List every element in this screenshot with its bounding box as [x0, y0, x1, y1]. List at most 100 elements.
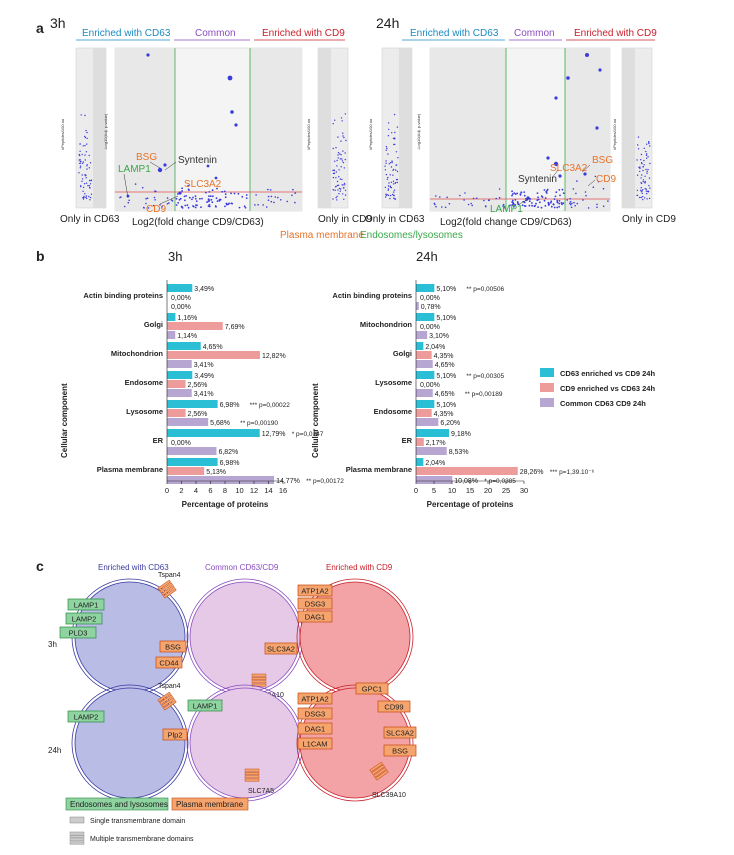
volcano-point [396, 126, 399, 128]
volcano-point [587, 207, 590, 209]
volcano-point [194, 195, 197, 198]
volcano-point-highlight [230, 110, 234, 114]
volcano-point [572, 188, 575, 190]
bar [167, 447, 217, 455]
x-tick-label: 20 [484, 486, 492, 495]
volcano-point [543, 189, 546, 191]
volcano-point [648, 197, 651, 200]
volcano-point [471, 204, 474, 207]
data-label: 6,98% [220, 460, 240, 467]
volcano-point [393, 195, 395, 197]
volcano-point [181, 190, 184, 192]
volcano-point [343, 167, 345, 169]
volcano-point [90, 193, 93, 195]
volcano-point [464, 192, 466, 194]
protein-box-slc3a2-label: SLC3A2 [267, 645, 295, 654]
volcano-point [643, 147, 645, 149]
bar [416, 342, 424, 350]
volcano-point [528, 204, 531, 207]
volcano-point [211, 189, 214, 192]
protein-box-pld3 [59, 626, 97, 639]
volcano-point [265, 206, 268, 208]
legend-multi-label: Multiple transmembrane domains [90, 836, 194, 843]
protein-box-dag1-24h-label: DAG1 [305, 725, 325, 734]
volcano-point [571, 202, 573, 205]
volcano-point [79, 154, 81, 157]
legend-single-label: Single transmembrane domain [90, 818, 185, 825]
legend-plasma-label: Plasma membrane [176, 800, 244, 809]
protein-box-lamp2 [65, 612, 103, 625]
volcano-point [439, 196, 441, 198]
volcano-point [640, 189, 642, 191]
volcano-point [389, 197, 391, 200]
x-tick-label: 8 [223, 486, 227, 495]
label-lamp1-3h: LAMP1 [118, 164, 151, 175]
volcano-point [641, 163, 643, 165]
volcano-point [569, 200, 572, 203]
volcano-point [558, 200, 561, 202]
volcano-point-highlight [214, 176, 218, 180]
volcano-point [511, 204, 513, 206]
volcano-point [85, 177, 87, 179]
volcano-point [255, 194, 257, 196]
data-label: 0,00% [420, 324, 440, 331]
data-label: 1,16% [177, 315, 197, 322]
volcano-point [388, 163, 390, 165]
bar [167, 429, 260, 437]
volcano-point-highlight [585, 53, 589, 57]
volcano-point [339, 153, 341, 155]
volcano-point [79, 143, 81, 145]
volcano-point [640, 182, 642, 184]
volcano-point [646, 143, 648, 145]
volcano-point [640, 196, 642, 199]
volcano-point [238, 206, 241, 209]
volcano-point [88, 185, 91, 187]
volcano-point [170, 199, 173, 201]
volcano-point [389, 194, 392, 197]
volcano-point [637, 144, 639, 146]
bar [167, 360, 192, 368]
volcano-point [592, 186, 595, 188]
volcano-point [334, 160, 336, 162]
volcano-point [82, 197, 84, 199]
volcano-point [192, 205, 194, 207]
volcano-point [341, 178, 343, 181]
legend-endosomes-a: Endosomes/lysosomes [360, 230, 463, 241]
volcano-point [533, 205, 536, 208]
panel-a-letter: a [36, 20, 44, 36]
volcano-point [85, 151, 88, 153]
data-label: 2,04% [425, 344, 445, 351]
volcano-point [82, 198, 85, 200]
volcano-points-3h [78, 53, 347, 209]
volcano-point [88, 195, 90, 198]
volcano-point [337, 157, 339, 159]
data-label: 10,08% [454, 478, 478, 485]
bar [416, 458, 424, 466]
volcano-point [207, 198, 210, 201]
volcano-point [339, 178, 342, 180]
volcano-point [646, 153, 648, 155]
bar [167, 409, 186, 417]
bar [416, 429, 450, 437]
bar [167, 400, 218, 408]
volcano-point [536, 192, 539, 195]
volcano-point [257, 204, 259, 206]
protein-box-atp1a2-label: ATP1A2 [301, 587, 328, 596]
volcano-point [547, 201, 550, 204]
volcano-point [639, 170, 641, 173]
volcano-point [339, 158, 341, 160]
category-label: Lysosome [375, 378, 412, 387]
header-enriched-cd63-24h: Enriched with CD63 [410, 28, 499, 39]
volcano-point [540, 206, 543, 209]
volcano-point [495, 197, 498, 200]
row-3h-label: 3h [48, 640, 57, 649]
volcano-point [267, 195, 270, 198]
volcano-point [559, 194, 561, 197]
volcano-point [550, 200, 553, 203]
label-syntenin-24h: Syntenin [518, 174, 557, 185]
volcano-point [84, 193, 86, 195]
volcano-point [498, 188, 501, 190]
volcano-point [291, 194, 293, 197]
header-enriched-cd9-3h: Enriched with CD9 [262, 28, 345, 39]
volcano-point [386, 147, 388, 150]
